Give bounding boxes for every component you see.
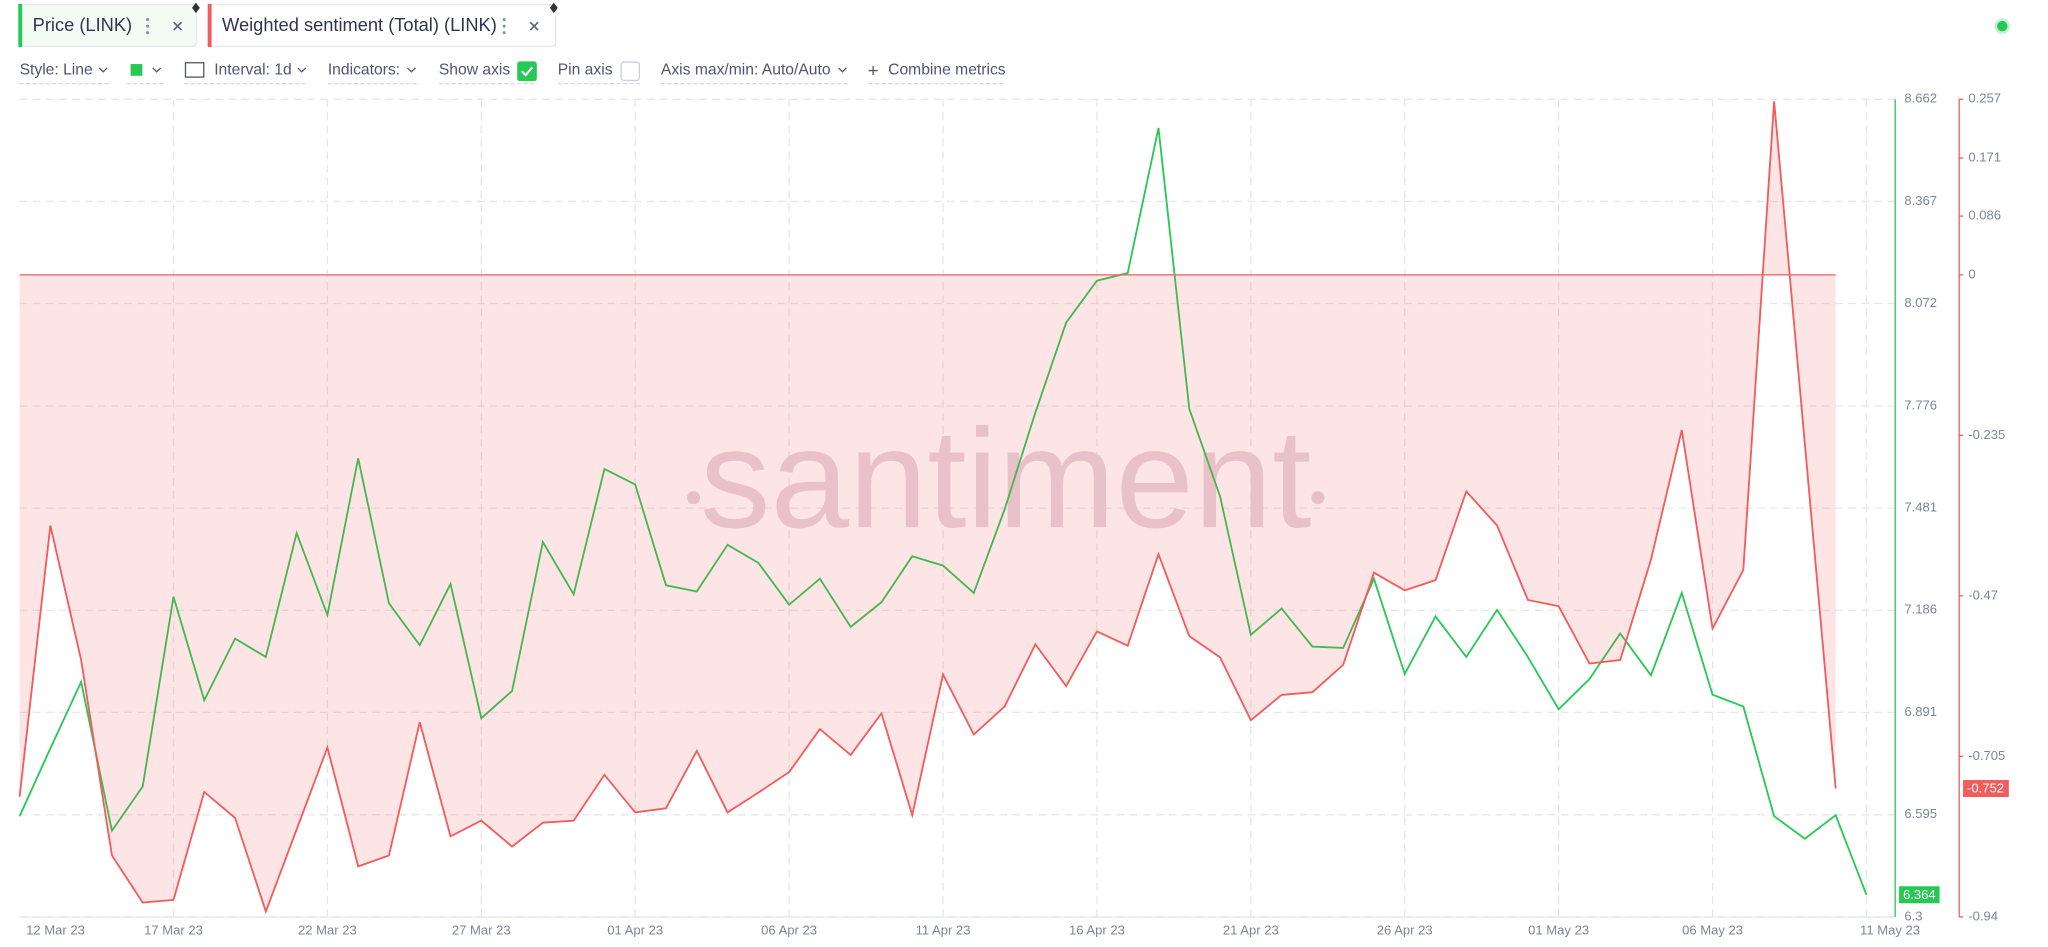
y-tick-label: 6.891 bbox=[1904, 704, 1937, 719]
menu-icon[interactable] bbox=[502, 18, 506, 35]
chevron bbox=[838, 67, 847, 73]
last-value-label: -0.752 bbox=[1967, 781, 2004, 796]
plus-icon bbox=[868, 65, 878, 76]
y2-tick-label: 0.086 bbox=[1968, 208, 2001, 223]
y-tick-label: 7.481 bbox=[1904, 500, 1937, 515]
chip-label: Weighted sentiment (Total) (LINK) bbox=[222, 14, 497, 35]
y2-tick-label: -0.94 bbox=[1968, 908, 1998, 923]
show-axis-label[interactable]: Show axis bbox=[439, 62, 511, 79]
y2-tick-label: -0.705 bbox=[1968, 748, 2005, 763]
toolbar: Style: Line Interval: 1d Indicators: Sho… bbox=[19, 61, 1006, 85]
chevron bbox=[152, 67, 162, 73]
pin-axis-checkbox[interactable] bbox=[620, 61, 640, 82]
color-select[interactable] bbox=[130, 64, 143, 76]
x-tick-label: 16 Apr 23 bbox=[1069, 923, 1125, 938]
x-tick-label: 01 Apr 23 bbox=[607, 923, 663, 938]
check-icon bbox=[521, 66, 534, 77]
last-value-badge bbox=[1963, 780, 2009, 798]
y-tick-label: 6.595 bbox=[1904, 806, 1937, 821]
last-value-label: 6.364 bbox=[1903, 887, 1936, 902]
indicators-select[interactable]: Indicators: bbox=[328, 62, 400, 79]
chevron bbox=[297, 67, 307, 73]
metric-chip[interactable]: Weighted sentiment (Total) (LINK) bbox=[207, 3, 557, 48]
close-icon[interactable] bbox=[173, 21, 183, 31]
interval-select[interactable]: Interval: 1d bbox=[214, 62, 291, 79]
watermark: santiment bbox=[687, 399, 1325, 557]
plot: 6.364 -0.752 bbox=[18, 99, 2009, 917]
y-tick-label: 7.776 bbox=[1904, 397, 1937, 412]
axis-minmax-select[interactable]: Axis max/min: Auto/Auto bbox=[661, 62, 831, 79]
y2-tick-label: -0.47 bbox=[1968, 587, 1998, 602]
y2-tick-label: 0 bbox=[1968, 266, 1975, 281]
y2-tick-label: -0.235 bbox=[1968, 427, 2005, 442]
show-axis-checkbox[interactable] bbox=[517, 61, 537, 82]
y-tick-label: 8.072 bbox=[1904, 295, 1937, 310]
chevron bbox=[98, 67, 108, 73]
drag-icon bbox=[192, 2, 200, 14]
y-tick-label: 7.186 bbox=[1904, 602, 1937, 617]
x-tick-label: 26 Apr 23 bbox=[1377, 923, 1433, 938]
x-tick-label: 22 Mar 23 bbox=[298, 923, 357, 938]
x-tick-label: 11 Apr 23 bbox=[916, 923, 971, 938]
y-tick-label: 6.3 bbox=[1904, 908, 1922, 923]
series-line bbox=[18, 127, 1868, 896]
metric-chip[interactable]: Price (LINK) bbox=[18, 3, 198, 48]
x-tick-label: 11 May 23 bbox=[1860, 923, 1920, 938]
x-tick-label: 12 Mar 23 bbox=[26, 923, 85, 938]
x-tick-label: 21 Apr 23 bbox=[1223, 923, 1279, 938]
interval-icon bbox=[184, 62, 205, 78]
grid: 6.3 6.595 6.891 7.186 7.481 7.776 8.072 8.367 8.… bbox=[19, 91, 2005, 938]
x-tick-label: 06 Apr 23 bbox=[761, 923, 817, 938]
y-tick-label: 8.367 bbox=[1904, 193, 1937, 208]
x-tick-label: 27 Mar 23 bbox=[452, 923, 511, 938]
chip-label: Price (LINK) bbox=[33, 14, 132, 35]
close-icon[interactable] bbox=[529, 21, 539, 31]
series-line bbox=[18, 101, 1837, 915]
y2-tick-label: 0.257 bbox=[1968, 91, 2001, 106]
y2-tick-label: 0.171 bbox=[1968, 149, 2001, 164]
sentiment-area bbox=[19, 101, 1836, 912]
style-select[interactable]: Style: Line bbox=[20, 62, 93, 79]
last-value-badge bbox=[1899, 886, 1940, 904]
watermark-dot bbox=[1311, 491, 1325, 505]
status-dot bbox=[1994, 18, 2011, 34]
x-tick-label: 06 May 23 bbox=[1682, 923, 1743, 938]
x-tick-label: 01 May 23 bbox=[1528, 923, 1589, 938]
y-tick-label: 8.662 bbox=[1904, 91, 1937, 106]
menu-icon[interactable] bbox=[146, 18, 150, 35]
chevron bbox=[407, 67, 416, 73]
chip-color bbox=[207, 3, 212, 48]
pin-axis-label[interactable]: Pin axis bbox=[558, 62, 613, 79]
chip-color bbox=[18, 3, 23, 48]
watermark-dot bbox=[687, 491, 701, 505]
combine-metrics-button[interactable]: Combine metrics bbox=[888, 62, 1006, 79]
x-tick-label: 17 Mar 23 bbox=[144, 923, 203, 938]
watermark-text: santiment bbox=[700, 399, 1312, 557]
